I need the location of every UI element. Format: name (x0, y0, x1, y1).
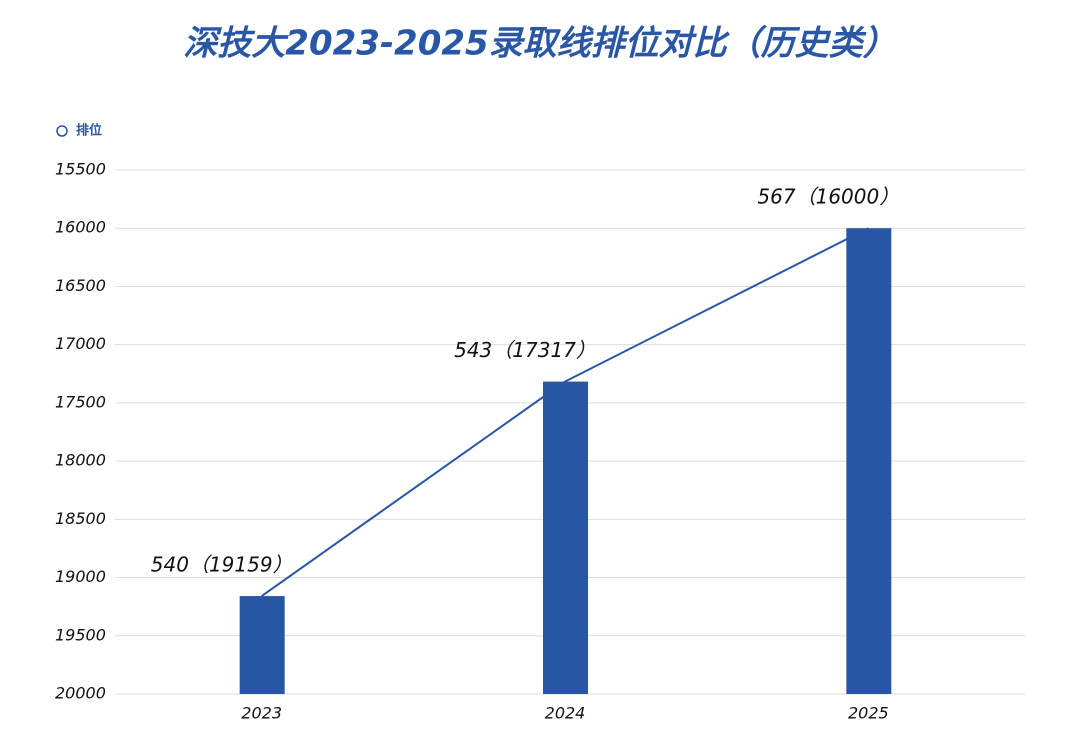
y-tick-label: 15500 (55, 160, 106, 179)
trend-line (261, 227, 869, 597)
y-tick-label: 16000 (55, 218, 106, 237)
bar (239, 596, 285, 694)
bar (543, 381, 588, 694)
legend-label: 排位 (76, 123, 102, 139)
y-tick-label: 19500 (55, 625, 106, 644)
legend-marker (56, 125, 68, 137)
y-tick-label: 18500 (55, 509, 106, 528)
y-tick-label: 19000 (55, 567, 106, 586)
bar (846, 228, 892, 694)
y-tick-label: 20000 (55, 684, 106, 703)
y-tick-label: 17000 (55, 334, 106, 353)
chart-title: 深技大2023-2025录取线排位对比（历史类） (183, 24, 896, 64)
data-label: 540（19159） (151, 553, 293, 577)
y-tick-label: 18000 (55, 451, 106, 470)
y-tick-label: 17500 (55, 392, 106, 411)
x-tick-label: 2025 (848, 704, 889, 723)
x-tick-label: 2023 (241, 704, 282, 723)
x-tick-label: 2024 (545, 704, 586, 723)
y-tick-label: 16500 (55, 276, 106, 295)
data-label: 543（17317） (454, 338, 596, 362)
data-label: 567（16000） (757, 185, 899, 209)
